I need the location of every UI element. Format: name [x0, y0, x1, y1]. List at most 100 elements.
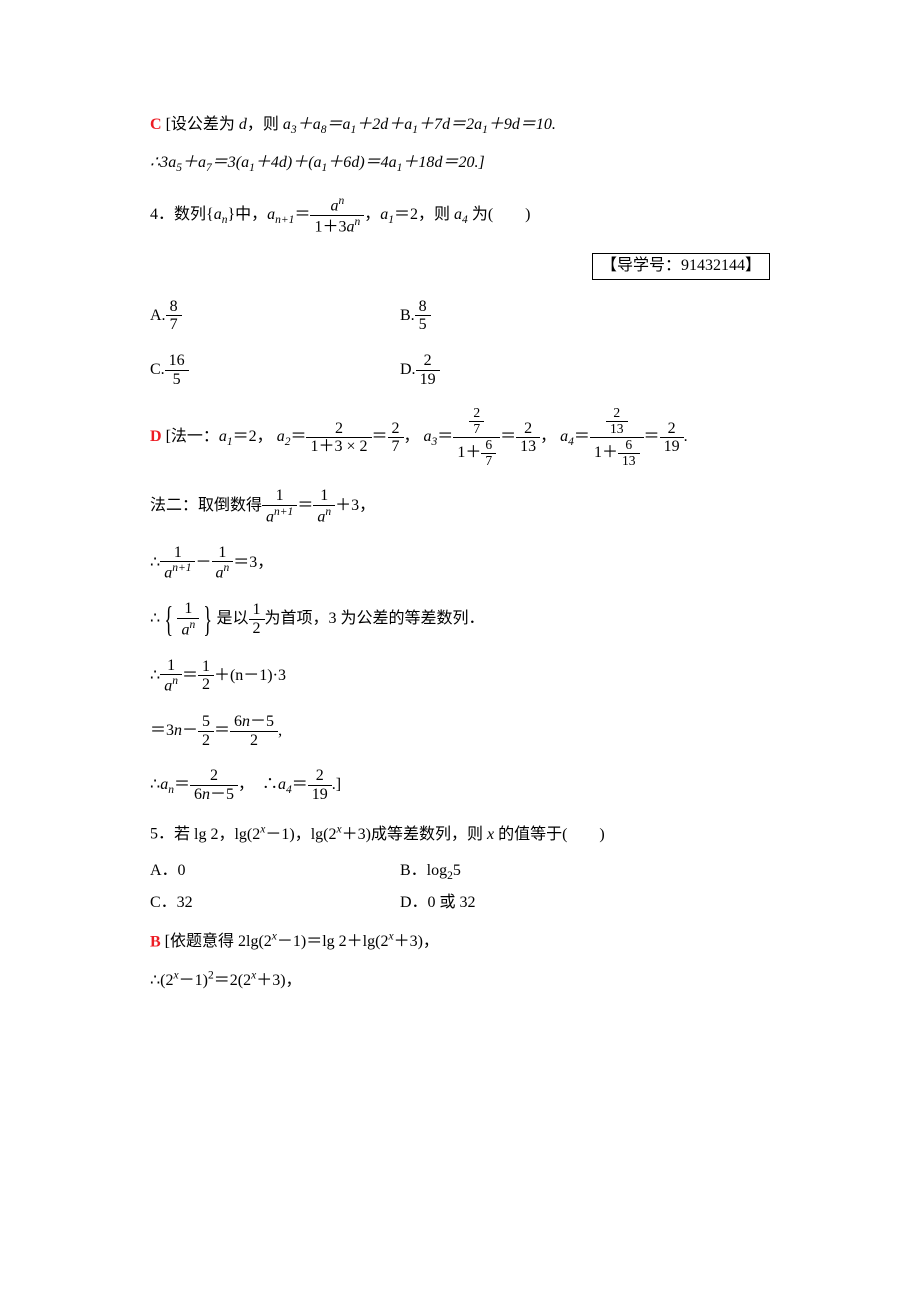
q4-m1-a2-n2: 2	[388, 420, 404, 438]
q4-m2-l2-n1: 1	[160, 544, 195, 562]
q4-m2-l6-d1: 6n－5	[194, 786, 234, 803]
q4-m1-a4-n1n: 2	[606, 406, 628, 421]
q5-stem: 5．若 lg 2，lg(2x－1)，lg(2x＋3)成等差数列，则 x 的值等于…	[150, 821, 770, 846]
q5-optD: D．0 或 32	[400, 892, 476, 914]
q5-stem-text: 若 lg 2，lg(2x－1)，lg(2x＋3)成等差数列，则 x 的值等于( …	[174, 826, 605, 843]
q3-answer-line1: C [设公差为 d，则 a3＋a8＝a1＋2d＋a1＋7d＝2a1＋9d＝10.	[150, 114, 770, 138]
q4-m2-prefix: 法二：取倒数得	[150, 497, 262, 514]
q4-optC-num: 16	[165, 352, 189, 370]
q4-m1-a4-n2: 2	[660, 420, 684, 438]
q4-m2-l6-n2: 2	[308, 767, 332, 785]
q4-m1-a4-n1d: 13	[606, 421, 628, 437]
q4-m1-a2: a2	[277, 428, 291, 445]
q4-optA: A.87	[150, 298, 400, 334]
q4-sol-method1: D [法一：a1＝2， a2＝21＋3 × 2＝27， a3＝271＋67＝21…	[150, 406, 770, 469]
q4-m2-l3-fn: 1	[249, 601, 265, 619]
q4-m1-a4: a4	[560, 428, 574, 445]
page-content: C [设公差为 d，则 a3＋a8＝a1＋2d＋a1＋7d＝2a1＋9d＝10.…	[0, 0, 920, 1066]
q4-m1-a3-n1n: 2	[469, 406, 484, 421]
q4-m1-a4-d1fd: 13	[618, 453, 640, 469]
q4-m2-l5-n2: 6n－5	[234, 713, 274, 730]
q4-m1-a1: a1	[219, 428, 233, 445]
q5-choices-row1: A．0 B．log25	[150, 860, 770, 884]
q4-an: an	[214, 206, 228, 223]
q4-reference: 【导学号：91432144】	[592, 253, 770, 279]
q4-m1-a4-d1fn: 6	[618, 438, 640, 453]
q4-optD: D.219	[400, 352, 440, 388]
q4-m1-a4-d1: 1＋	[594, 444, 618, 461]
q4-m2-line1: 法二：取倒数得1an+1＝1an＋3，	[150, 487, 770, 526]
q4-m1-a3-d2: 13	[516, 437, 540, 456]
q4-a4: a4	[454, 206, 468, 223]
q4-optC-den: 5	[165, 370, 189, 389]
q4-prefix: 数列{	[174, 206, 214, 223]
q4-m1-a4-d2: 19	[660, 437, 684, 456]
q4-m2-line6: ∴an＝26n－5， ∴a4＝219.]	[150, 767, 770, 803]
q4-m1-a2-n1: 2	[306, 420, 371, 438]
q4-an1: an+1	[267, 206, 294, 223]
q4-mid3: ＝2，则	[394, 206, 454, 223]
q4-mid1: }中，	[227, 206, 267, 223]
q4-m2-l4-n2d: 2	[198, 675, 214, 694]
q3-expr: a3＋a8＝a1＋2d＋a1＋7d＝2a1＋9d＝10.	[283, 116, 556, 133]
q3-line2-expr: ∴3a5＋a7＝3(a1＋4d)＋(a1＋6d)＝4a1＋18d＝20.]	[150, 154, 485, 171]
q4-optA-num: 8	[166, 298, 182, 316]
q4-m2-line3: ∴{1an}是以12为首项，3 为公差的等差数列．	[150, 600, 770, 639]
q4-m1-a2-d1: 1＋3 × 2	[306, 437, 371, 456]
q4-optD-den: 19	[416, 370, 440, 389]
q4-m2-l5-d1: 2	[198, 731, 214, 750]
q4-optB: B.85	[400, 298, 431, 334]
q4-m2-l3-mid: 是以	[217, 610, 249, 627]
brace-left-icon: {	[165, 601, 174, 637]
q5-sol1-text: [依题意得 2lg(2x－1)＝lg 2＋lg(2x＋3)，	[165, 933, 439, 950]
q4-m1-a3: a3	[424, 428, 438, 445]
q4-m2-l3-n1: 1	[177, 600, 199, 618]
q5-sol-line1: B [依题意得 2lg(2x－1)＝lg 2＋lg(2x＋3)，	[150, 929, 770, 954]
q5-sol2-text: ∴(2x－1)2＝2(2x＋3)，	[150, 972, 302, 989]
q4-optB-num: 8	[415, 298, 431, 316]
q4-m2-line2: ∴1an+1－1an＝3，	[150, 544, 770, 583]
q4-optC: C.165	[150, 352, 400, 388]
q4-choices-row2: C.165 D.219	[150, 352, 770, 388]
q4-m2-l6-n1: 2	[190, 767, 238, 785]
q4-choices-row1: A.87 B.85	[150, 298, 770, 334]
q3-l1-prefix: [设公差为	[166, 116, 239, 133]
q5-num: 5．	[150, 826, 174, 843]
q4-m2-l6-d2: 19	[308, 785, 332, 804]
q4-m2-l4-n2: 1	[198, 658, 214, 676]
q4-m2-l3-suffix: 为首项，3 为公差的等差数列．	[265, 610, 485, 627]
q4-m1-prefix: [法一：	[166, 428, 219, 445]
q3-answer-letter: C	[150, 116, 162, 133]
q4-m1-a3-d1: 1＋	[457, 444, 481, 461]
q4-num: 4．	[150, 206, 174, 223]
q3-var-d: d	[239, 116, 247, 133]
q4-m1-a3-d1fd: 7	[481, 453, 496, 469]
q5-choices-row2: C．32 D．0 或 32	[150, 892, 770, 914]
q5-optA: A．0	[150, 860, 400, 884]
q4-m1-a3-n2: 2	[516, 420, 540, 438]
q4-m2-l1-n2: 1	[313, 487, 335, 505]
q4-m2-l1-n1: 1	[262, 487, 297, 505]
q4-m2-l3-fd: 2	[249, 619, 265, 638]
q4-m1-a2-d2: 7	[388, 437, 404, 456]
q4-frac: an1＋3an	[310, 195, 364, 236]
q4-mid2: ，	[364, 206, 380, 223]
q4-a1: a1	[380, 206, 394, 223]
brace-right-icon: }	[204, 601, 213, 637]
q4-reference-box: 【导学号：91432144】	[150, 253, 770, 279]
q5-optC: C．32	[150, 892, 400, 914]
q5-answer-letter: B	[150, 933, 161, 950]
q3-answer-line2: ∴3a5＋a7＝3(a1＋4d)＋(a1＋6d)＝4a1＋18d＝20.]	[150, 152, 770, 176]
q4-m2-l1-suffix: ＋3，	[335, 497, 375, 514]
q4-m2-l5-d2: 2	[230, 731, 278, 750]
q4-optA-den: 7	[166, 315, 182, 334]
q4-suffix: 为( )	[468, 206, 531, 223]
q4-m2-l5-prefix: ＝3	[150, 722, 174, 739]
q4-m2-line5: ＝3n－52＝6n－52,	[150, 713, 770, 749]
q4-m2-l5-n1: 5	[198, 713, 214, 731]
q5-sol-line2: ∴(2x－1)2＝2(2x＋3)，	[150, 968, 770, 993]
q4-optB-den: 5	[415, 315, 431, 334]
q4-m2-l4-suffix: ＋(n－1)·3	[214, 667, 286, 684]
q4-m1-a1v: ＝2，	[233, 428, 273, 445]
q4-m1-a3-d1fn: 6	[481, 438, 496, 453]
